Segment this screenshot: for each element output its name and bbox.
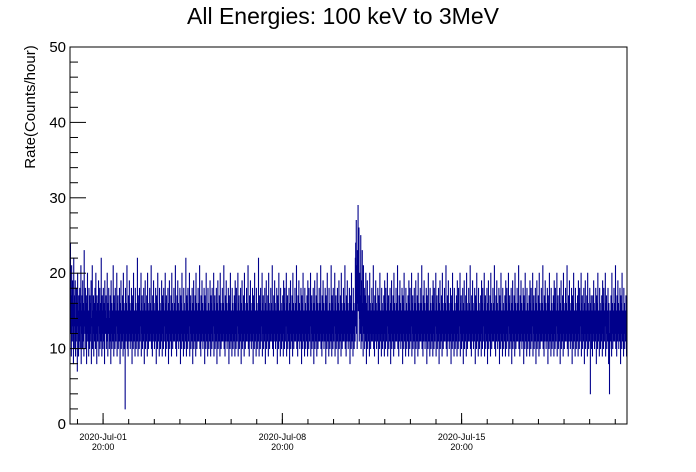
x-tick-date-label: 2020-Jul-15: [438, 432, 486, 442]
x-tick-date-label: 2020-Jul-01: [79, 432, 127, 442]
y-tick-label: 30: [49, 190, 66, 207]
x-tick-date-label: 2020-Jul-08: [259, 432, 307, 442]
y-tick-label: 20: [49, 265, 66, 282]
y-tick-label: 50: [49, 39, 66, 56]
series-line: [69, 204, 628, 410]
plot-frame: [69, 46, 628, 425]
series-layer: [69, 204, 628, 410]
x-tick-time-label: 20:00: [450, 442, 473, 452]
y-tick-label: 40: [49, 114, 66, 131]
x-tick-time-label: 20:00: [271, 442, 294, 452]
chart-title: All Energies: 100 keV to 3MeV: [187, 3, 500, 29]
y-axis-label: Rate(Counts/hour): [22, 45, 39, 168]
y-axis: 0 10 20 30 40 50: [49, 39, 86, 433]
x-tick-time-label: 20:00: [92, 442, 115, 452]
x-axis: 2020-Jul-0120:002020-Jul-0820:002020-Jul…: [76, 413, 616, 452]
y-tick-label: 0: [58, 416, 66, 433]
y-tick-label: 10: [49, 341, 66, 358]
